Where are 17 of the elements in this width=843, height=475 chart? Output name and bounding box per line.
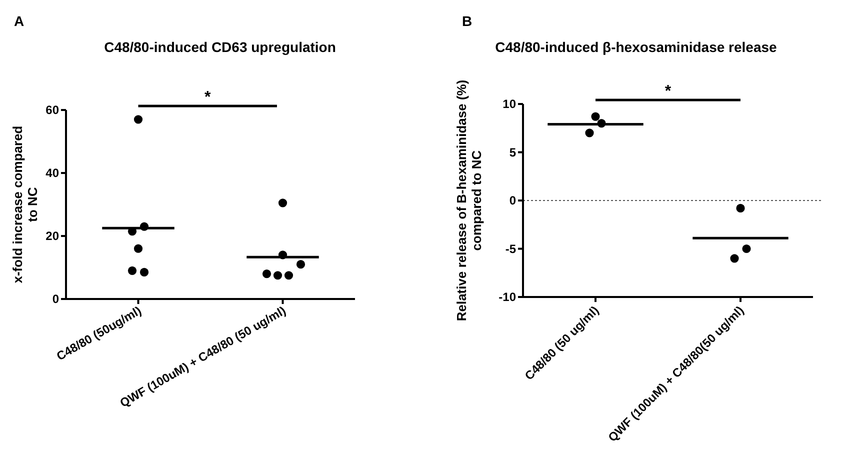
chart-title: C48/80-induced CD63 upregulation [104, 39, 336, 55]
y-tick-label: 60 [46, 103, 60, 118]
y-tick-label: 0 [509, 194, 516, 208]
y-tick-label: 40 [46, 166, 60, 180]
text: * [664, 83, 672, 100]
y-tick-label: 5 [509, 145, 516, 160]
y-tick-label: 10 [502, 97, 516, 112]
y-tick-label: -5 [505, 242, 516, 256]
y-tick-label: -10 [498, 290, 516, 304]
y-axis-title: Relative release of B-hexaminidase (%) compared to NC [454, 80, 484, 322]
y-tick-label: 20 [46, 229, 60, 244]
text: * [204, 89, 212, 106]
text: B [462, 13, 472, 29]
chart-title: C48/80-induced β-hexosaminidase release [495, 39, 778, 55]
text: A [14, 13, 24, 29]
y-axis-title: x-fold increase compared to NC [10, 126, 40, 284]
y-tick-label: 0 [52, 292, 60, 306]
